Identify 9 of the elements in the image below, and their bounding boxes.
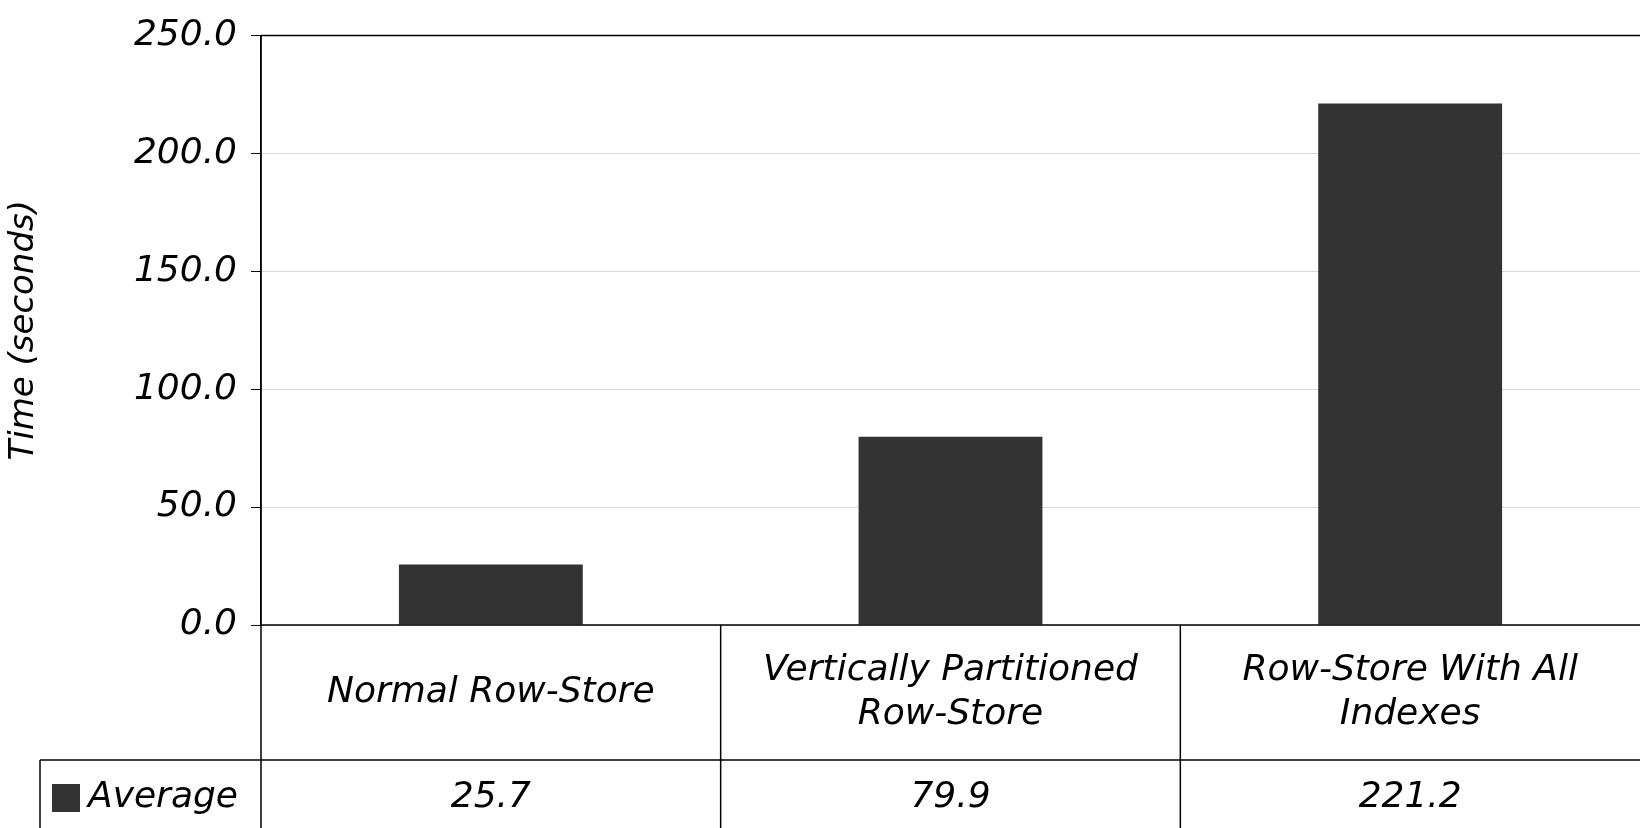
y-tick-label: 50.0 — [156, 483, 237, 525]
bar — [398, 564, 583, 625]
bar — [858, 436, 1043, 625]
y-tick-label: 200.0 — [133, 129, 237, 171]
bar — [1318, 103, 1503, 625]
y-tick-label: 150.0 — [133, 247, 237, 289]
y-tick-label: 250.0 — [133, 11, 237, 53]
y-tick-label: 100.0 — [133, 365, 237, 407]
y-axis-title: Time (seconds) — [1, 200, 42, 461]
